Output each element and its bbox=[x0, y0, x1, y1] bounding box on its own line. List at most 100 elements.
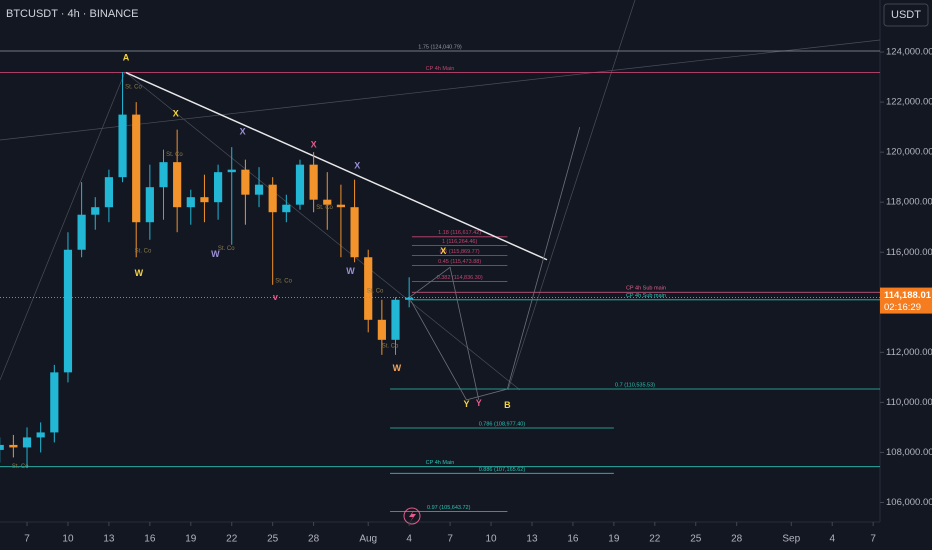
wave-label: St. Co bbox=[382, 344, 399, 350]
y-tick-label: 110,000.00 bbox=[886, 397, 932, 408]
candle-body bbox=[118, 114, 127, 178]
candle-body bbox=[336, 204, 346, 208]
y-tick-label: 116,000.00 bbox=[886, 247, 932, 258]
wave-label: B bbox=[504, 400, 511, 410]
candle-body bbox=[77, 214, 86, 250]
x-tick-label: 13 bbox=[103, 534, 115, 545]
wave-label: X bbox=[440, 246, 446, 256]
level-label: CP 4h Sub main bbox=[626, 293, 666, 299]
candle-body bbox=[405, 297, 414, 300]
candle-body bbox=[145, 187, 154, 223]
alert-icon[interactable] bbox=[403, 507, 421, 525]
candle-body bbox=[227, 169, 236, 173]
candle-body bbox=[91, 207, 100, 215]
wave-label: W bbox=[211, 249, 220, 259]
currency-button[interactable] bbox=[883, 3, 929, 27]
level-label: 1.18 (116,617.42) bbox=[438, 230, 481, 236]
guide-line bbox=[124, 71, 521, 391]
candle-body bbox=[173, 162, 182, 208]
wave-label: X bbox=[173, 108, 179, 118]
x-tick-label: 4 bbox=[829, 534, 835, 545]
candle-body bbox=[377, 319, 386, 340]
wave-label: X bbox=[240, 126, 246, 136]
candle-body bbox=[323, 199, 332, 205]
y-tick-label: 118,000.00 bbox=[886, 197, 932, 208]
y-tick-label: 108,000.00 bbox=[886, 447, 932, 458]
level-label: 0.97 (105,643.72) bbox=[427, 505, 471, 511]
x-tick-label: 19 bbox=[608, 534, 620, 545]
wave-label: Y bbox=[463, 399, 469, 409]
wave-label: W bbox=[135, 268, 144, 278]
trendline bbox=[125, 71, 548, 261]
candle-body bbox=[104, 177, 114, 208]
y-tick-label: 106,000.00 bbox=[886, 497, 932, 508]
candle-body bbox=[22, 437, 32, 448]
wave-label: St. Co bbox=[275, 279, 292, 285]
chart-title: BTCUSDT · 4h · BINANCE bbox=[6, 8, 138, 20]
level-label: CP 4h Sub main bbox=[626, 286, 666, 292]
x-tick-label: 25 bbox=[690, 534, 702, 545]
level-label: CP 4h Main bbox=[426, 460, 455, 466]
trendline bbox=[408, 127, 581, 401]
x-tick-label: Aug bbox=[359, 534, 377, 545]
x-tick-label: 28 bbox=[308, 534, 320, 545]
currency-label[interactable]: USDT bbox=[891, 9, 921, 21]
candle-body bbox=[391, 299, 400, 340]
level-label: 1 (116,264.46) bbox=[442, 239, 478, 245]
candle-body bbox=[254, 184, 264, 195]
candle-body bbox=[350, 207, 359, 258]
x-tick-label: 7 bbox=[24, 534, 30, 545]
x-tick-label: 4 bbox=[406, 534, 412, 545]
candle-body bbox=[213, 172, 223, 203]
wave-label: A bbox=[123, 52, 130, 62]
x-tick-label: 13 bbox=[526, 534, 538, 545]
x-tick-label: 7 bbox=[447, 534, 453, 545]
level-label: 0.786 (108,977.40) bbox=[479, 421, 526, 427]
candle-body bbox=[309, 164, 318, 200]
wave-label: W bbox=[346, 266, 355, 276]
y-tick-label: 124,000.00 bbox=[886, 47, 932, 58]
candle-body bbox=[36, 432, 45, 438]
guide-line bbox=[0, 71, 126, 381]
x-tick-label: 28 bbox=[731, 534, 743, 545]
level-label: 0.7 (110,535.53) bbox=[615, 382, 655, 388]
y-tick-label: 120,000.00 bbox=[886, 147, 932, 158]
wave-label: W bbox=[393, 363, 402, 373]
x-tick-label: 22 bbox=[649, 534, 661, 545]
candle-body bbox=[186, 197, 195, 208]
candle-body bbox=[0, 444, 4, 450]
wave-label: St. Co bbox=[166, 152, 183, 158]
x-tick-label: 22 bbox=[226, 534, 238, 545]
level-label: CP 4h Main bbox=[426, 66, 455, 72]
candle-body bbox=[63, 249, 73, 373]
x-tick-label: 10 bbox=[62, 534, 74, 545]
level-label: 0.45 (115,473.88) bbox=[438, 259, 481, 265]
alert-icon-bolt bbox=[409, 510, 416, 522]
candle-body bbox=[50, 372, 59, 433]
wave-label: St. Co bbox=[316, 205, 333, 211]
wave-label: St. Co bbox=[125, 85, 142, 91]
countdown-label: 02:16:29 bbox=[884, 302, 921, 313]
candle-body bbox=[295, 164, 305, 205]
last-price-tag bbox=[880, 287, 932, 314]
level-label: 1.75 (124,040.79) bbox=[418, 44, 462, 50]
x-tick-label: 7 bbox=[870, 534, 876, 545]
y-tick-label: 112,000.00 bbox=[886, 347, 932, 358]
wave-label: St. Co bbox=[135, 249, 152, 255]
wave-label: Y bbox=[476, 398, 482, 408]
level-label: 0.886 (107,165.62) bbox=[479, 467, 526, 473]
candle-body bbox=[200, 197, 209, 203]
last-price-label: 114,188.01 bbox=[884, 290, 932, 301]
x-tick-label: 19 bbox=[185, 534, 197, 545]
wave-label: St. Co bbox=[367, 289, 384, 295]
level-label: 0.382 (114,836.30) bbox=[437, 275, 483, 281]
x-tick-label: 16 bbox=[567, 534, 579, 545]
wave-label: v bbox=[273, 292, 278, 302]
candle-body bbox=[9, 444, 18, 448]
candle-body bbox=[159, 162, 168, 188]
wave-label: St. Co bbox=[218, 246, 235, 252]
guide-line bbox=[0, 39, 881, 141]
candle-body bbox=[241, 169, 250, 195]
